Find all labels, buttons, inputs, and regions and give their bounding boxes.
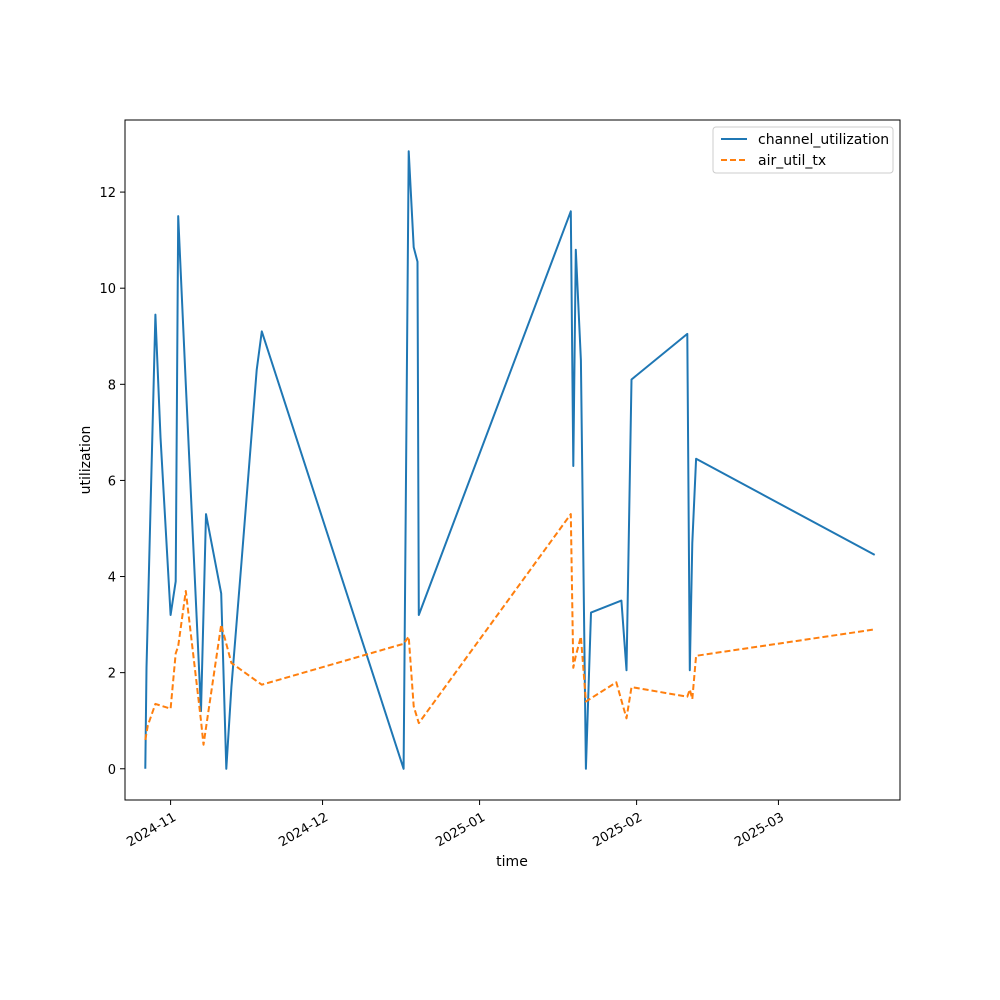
y-axis-ticks: 0 2 4 6 8 10 12	[99, 186, 125, 778]
y-tick-label: 4	[108, 571, 116, 586]
y-tick-label: 8	[108, 378, 116, 393]
y-axis-label: utilization	[78, 426, 94, 495]
y-tick-label: 12	[99, 186, 116, 201]
y-tick-label: 0	[108, 763, 116, 778]
plot-frame	[124, 119, 901, 801]
legend-box	[712, 126, 894, 174]
plot-lines	[144, 150, 876, 770]
series-line-channel-utilization	[144, 150, 876, 770]
y-tick-label: 10	[99, 282, 116, 297]
x-axis-label: time	[496, 854, 528, 870]
legend-label-channel-utilization: channel_utilization	[758, 132, 889, 148]
legend: channel_utilization air_util_tx	[712, 126, 894, 174]
y-tick-label: 6	[108, 474, 116, 489]
legend-label-air-util-tx: air_util_tx	[758, 153, 826, 169]
series-line-air-util-tx	[144, 513, 875, 746]
y-tick-label: 2	[108, 667, 116, 682]
